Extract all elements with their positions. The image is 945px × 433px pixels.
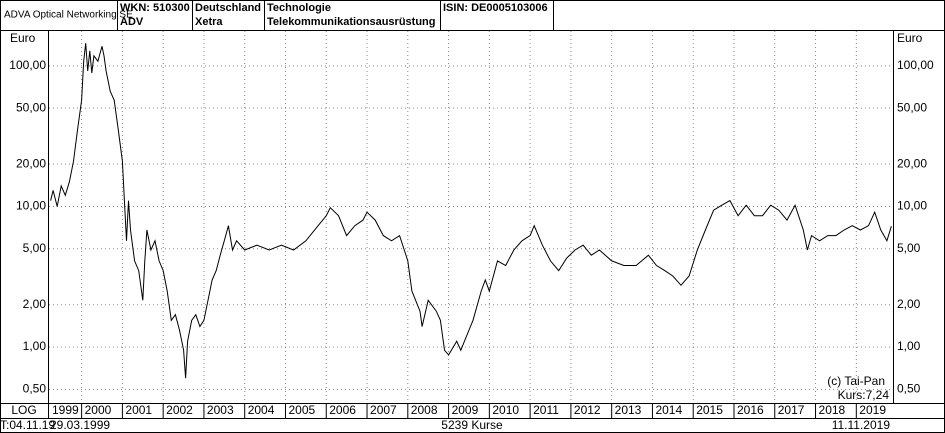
x-tick-label: 2003 xyxy=(207,403,234,417)
y-tick-label: 0,50 xyxy=(23,382,47,396)
y-tick-label: 1,00 xyxy=(23,339,47,353)
y-axis-label: Euro xyxy=(897,31,923,45)
y-tick-label: 50,00 xyxy=(897,100,927,114)
x-tick-label: 2006 xyxy=(329,403,356,417)
info-cell: Telekommunikationsausrüstung xyxy=(267,16,436,28)
price-line xyxy=(50,43,892,379)
x-tick-label: 2013 xyxy=(615,403,642,417)
x-tick-label: 2008 xyxy=(411,403,438,417)
x-tick-label: 2004 xyxy=(248,403,275,417)
y-tick-label: 20,00 xyxy=(16,156,46,170)
x-tick-label: 2016 xyxy=(737,403,764,417)
info-cell: WKN: 510300 xyxy=(120,2,190,14)
info-cell: Deutschland xyxy=(195,2,261,14)
info-cell: Xetra xyxy=(195,16,223,28)
y-tick-label: 20,00 xyxy=(897,156,927,170)
y-tick-label: 100,00 xyxy=(897,58,934,72)
x-tick-label: 2000 xyxy=(85,403,112,417)
y-tick-label: 2,00 xyxy=(897,297,921,311)
info-cell: ISIN: DE0005103006 xyxy=(443,2,548,14)
y-tick-label: 100,00 xyxy=(9,58,46,72)
stock-name: ADVA Optical Networking SE xyxy=(4,10,133,21)
time-label: T:04.11.19 xyxy=(0,418,55,432)
x-tick-label: 2015 xyxy=(696,403,723,417)
y-tick-label: 0,50 xyxy=(897,382,921,396)
start-date: 29.03.1999 xyxy=(50,418,110,432)
y-tick-label: 5,00 xyxy=(897,241,921,255)
x-tick-label: 2009 xyxy=(452,403,479,417)
y-tick-label: 10,00 xyxy=(897,199,927,213)
x-tick-label: 2007 xyxy=(370,403,397,417)
x-tick-label: 2019 xyxy=(859,403,886,417)
x-tick-label: 2005 xyxy=(288,403,315,417)
x-tick-label: 2017 xyxy=(778,403,805,417)
info-cell: Technologie xyxy=(267,2,331,14)
y-tick-label: 1,00 xyxy=(897,339,921,353)
header xyxy=(0,0,945,419)
y-axis-label: Euro xyxy=(10,31,36,45)
x-tick-label: 2012 xyxy=(574,403,601,417)
x-tick-label: 2002 xyxy=(166,403,193,417)
x-tick-label: 2001 xyxy=(125,403,152,417)
end-date: 11.11.2019 xyxy=(832,418,891,432)
x-tick-label: 1999 xyxy=(52,403,79,417)
y-tick-label: 50,00 xyxy=(16,100,46,114)
x-tick-label: 2018 xyxy=(819,403,846,417)
y-tick-label: 5,00 xyxy=(23,241,47,255)
x-tick-label: 2011 xyxy=(533,403,559,417)
annotation: (c) Tai-Pan xyxy=(827,374,885,388)
x-tick-label: 2010 xyxy=(492,403,519,417)
count-label: 5239 Kurse xyxy=(441,418,503,432)
annotation: Kurs:7,24 xyxy=(838,388,890,402)
y-tick-label: 2,00 xyxy=(23,297,47,311)
y-tick-label: 10,00 xyxy=(16,199,46,213)
info-cell: ADV xyxy=(120,16,144,28)
x-tick-label: 2014 xyxy=(655,403,682,417)
scale-label: LOG xyxy=(11,403,36,417)
